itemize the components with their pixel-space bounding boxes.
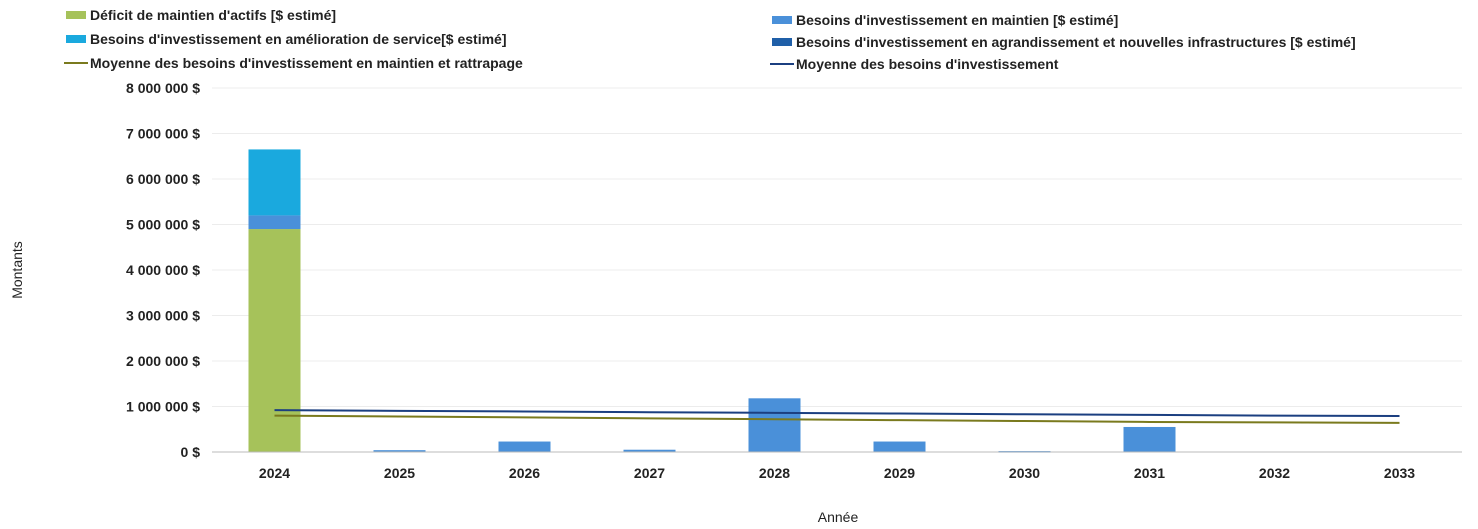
x-tick-label: 2025 [384, 465, 415, 481]
x-tick-label: 2024 [259, 465, 290, 481]
x-axis-title: Année [818, 509, 859, 525]
legend: Déficit de maintien d'actifs [$ estimé] B… [64, 7, 1356, 72]
y-tick-label: 3 000 000 $ [126, 308, 200, 324]
y-tick-label: 8 000 000 $ [126, 80, 200, 96]
bars [248, 149, 1176, 453]
x-tick-label: 2027 [634, 465, 665, 481]
bar-segment [248, 215, 301, 230]
gridlines [212, 87, 1462, 407]
x-tick-label: 2032 [1259, 465, 1290, 481]
average-lines [274, 409, 1400, 424]
y-tick-label: 4 000 000 $ [126, 262, 200, 278]
x-tick-label: 2029 [884, 465, 915, 481]
bar-segment [1123, 426, 1176, 452]
y-tick-label: 2 000 000 $ [126, 353, 200, 369]
series-line [274, 414, 1400, 424]
y-tick-label: 5 000 000 $ [126, 217, 200, 233]
y-axis-title: Montants [9, 241, 25, 299]
bar-segment [748, 398, 801, 452]
x-tick-label: 2026 [509, 465, 540, 481]
x-tick-label: 2031 [1134, 465, 1165, 481]
x-axis-ticks: 2024 2025 2026 2027 2028 2029 2030 2031 2032 2033 [259, 465, 1415, 481]
legend-swatch [66, 11, 86, 19]
legend-swatch [66, 35, 86, 43]
legend-label: Moyenne des besoins d'investissement en … [90, 55, 523, 71]
legend-label: Besoins d'investissement en agrandisseme… [796, 34, 1356, 50]
legend-label: Besoins d'investissement en maintien [$ … [796, 12, 1118, 28]
y-tick-label: 7 000 000 $ [126, 126, 200, 142]
x-tick-label: 2030 [1009, 465, 1040, 481]
x-tick-label: 2028 [759, 465, 790, 481]
bar-segment [248, 229, 301, 452]
bar-segment [373, 450, 426, 452]
y-tick-label: 1 000 000 $ [126, 399, 200, 415]
bar-segment [248, 149, 301, 216]
bar-segment [498, 441, 551, 452]
series-line [274, 409, 1400, 418]
legend-swatch [772, 38, 792, 46]
y-tick-label: 0 $ [181, 444, 201, 460]
legend-label: Déficit de maintien d'actifs [$ estimé] [90, 7, 336, 23]
y-tick-label: 6 000 000 $ [126, 171, 200, 187]
x-tick-label: 2033 [1384, 465, 1415, 481]
bar-segment [873, 441, 926, 452]
y-axis-ticks: 0 $ 1 000 000 $ 2 000 000 $ 3 000 000 $ 4 00… [126, 80, 200, 460]
bar-segment [623, 449, 676, 452]
legend-swatch [772, 16, 792, 24]
legend-label: Moyenne des besoins d'investissement [796, 56, 1059, 72]
legend-label: Besoins d'investissement en amélioration… [90, 31, 507, 47]
